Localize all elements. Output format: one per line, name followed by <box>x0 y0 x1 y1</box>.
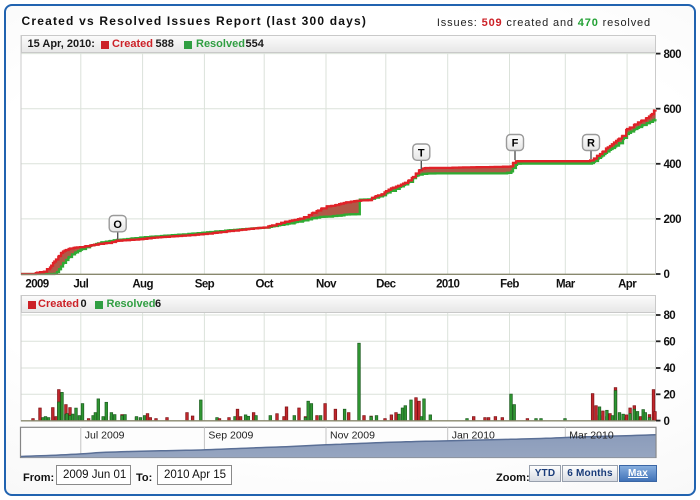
svg-text:40: 40 <box>664 363 676 375</box>
svg-text:O: O <box>113 219 122 231</box>
svg-text:Oct: Oct <box>256 279 274 291</box>
svg-text:Sep: Sep <box>195 279 215 291</box>
svg-text:800: 800 <box>664 49 682 61</box>
svg-text:T: T <box>418 147 425 159</box>
svg-text:Feb: Feb <box>500 279 519 291</box>
svg-text:Jan 2010: Jan 2010 <box>452 430 495 442</box>
svg-text:Nov: Nov <box>316 279 337 291</box>
svg-text:600: 600 <box>664 104 682 116</box>
svg-text:Mar 2010: Mar 2010 <box>569 430 614 442</box>
svg-text:2009: 2009 <box>25 279 48 291</box>
svg-text:Dec: Dec <box>376 279 397 291</box>
svg-text:0: 0 <box>664 269 670 281</box>
svg-text:Jul: Jul <box>73 279 88 291</box>
svg-text:400: 400 <box>664 159 682 171</box>
svg-text:Nov 2009: Nov 2009 <box>330 430 375 442</box>
svg-text:200: 200 <box>664 214 682 226</box>
svg-text:Sep 2009: Sep 2009 <box>208 430 253 442</box>
svg-text:Mar: Mar <box>556 279 576 291</box>
svg-text:Jul 2009: Jul 2009 <box>85 430 125 442</box>
svg-text:60: 60 <box>664 337 676 349</box>
svg-text:F: F <box>512 138 519 150</box>
svg-text:Apr: Apr <box>618 279 637 291</box>
svg-text:0: 0 <box>664 416 670 428</box>
svg-text:80: 80 <box>664 310 676 322</box>
svg-text:R: R <box>587 138 595 150</box>
svg-text:2010: 2010 <box>436 279 459 291</box>
svg-text:20: 20 <box>664 390 676 402</box>
svg-text:Aug: Aug <box>132 279 153 291</box>
